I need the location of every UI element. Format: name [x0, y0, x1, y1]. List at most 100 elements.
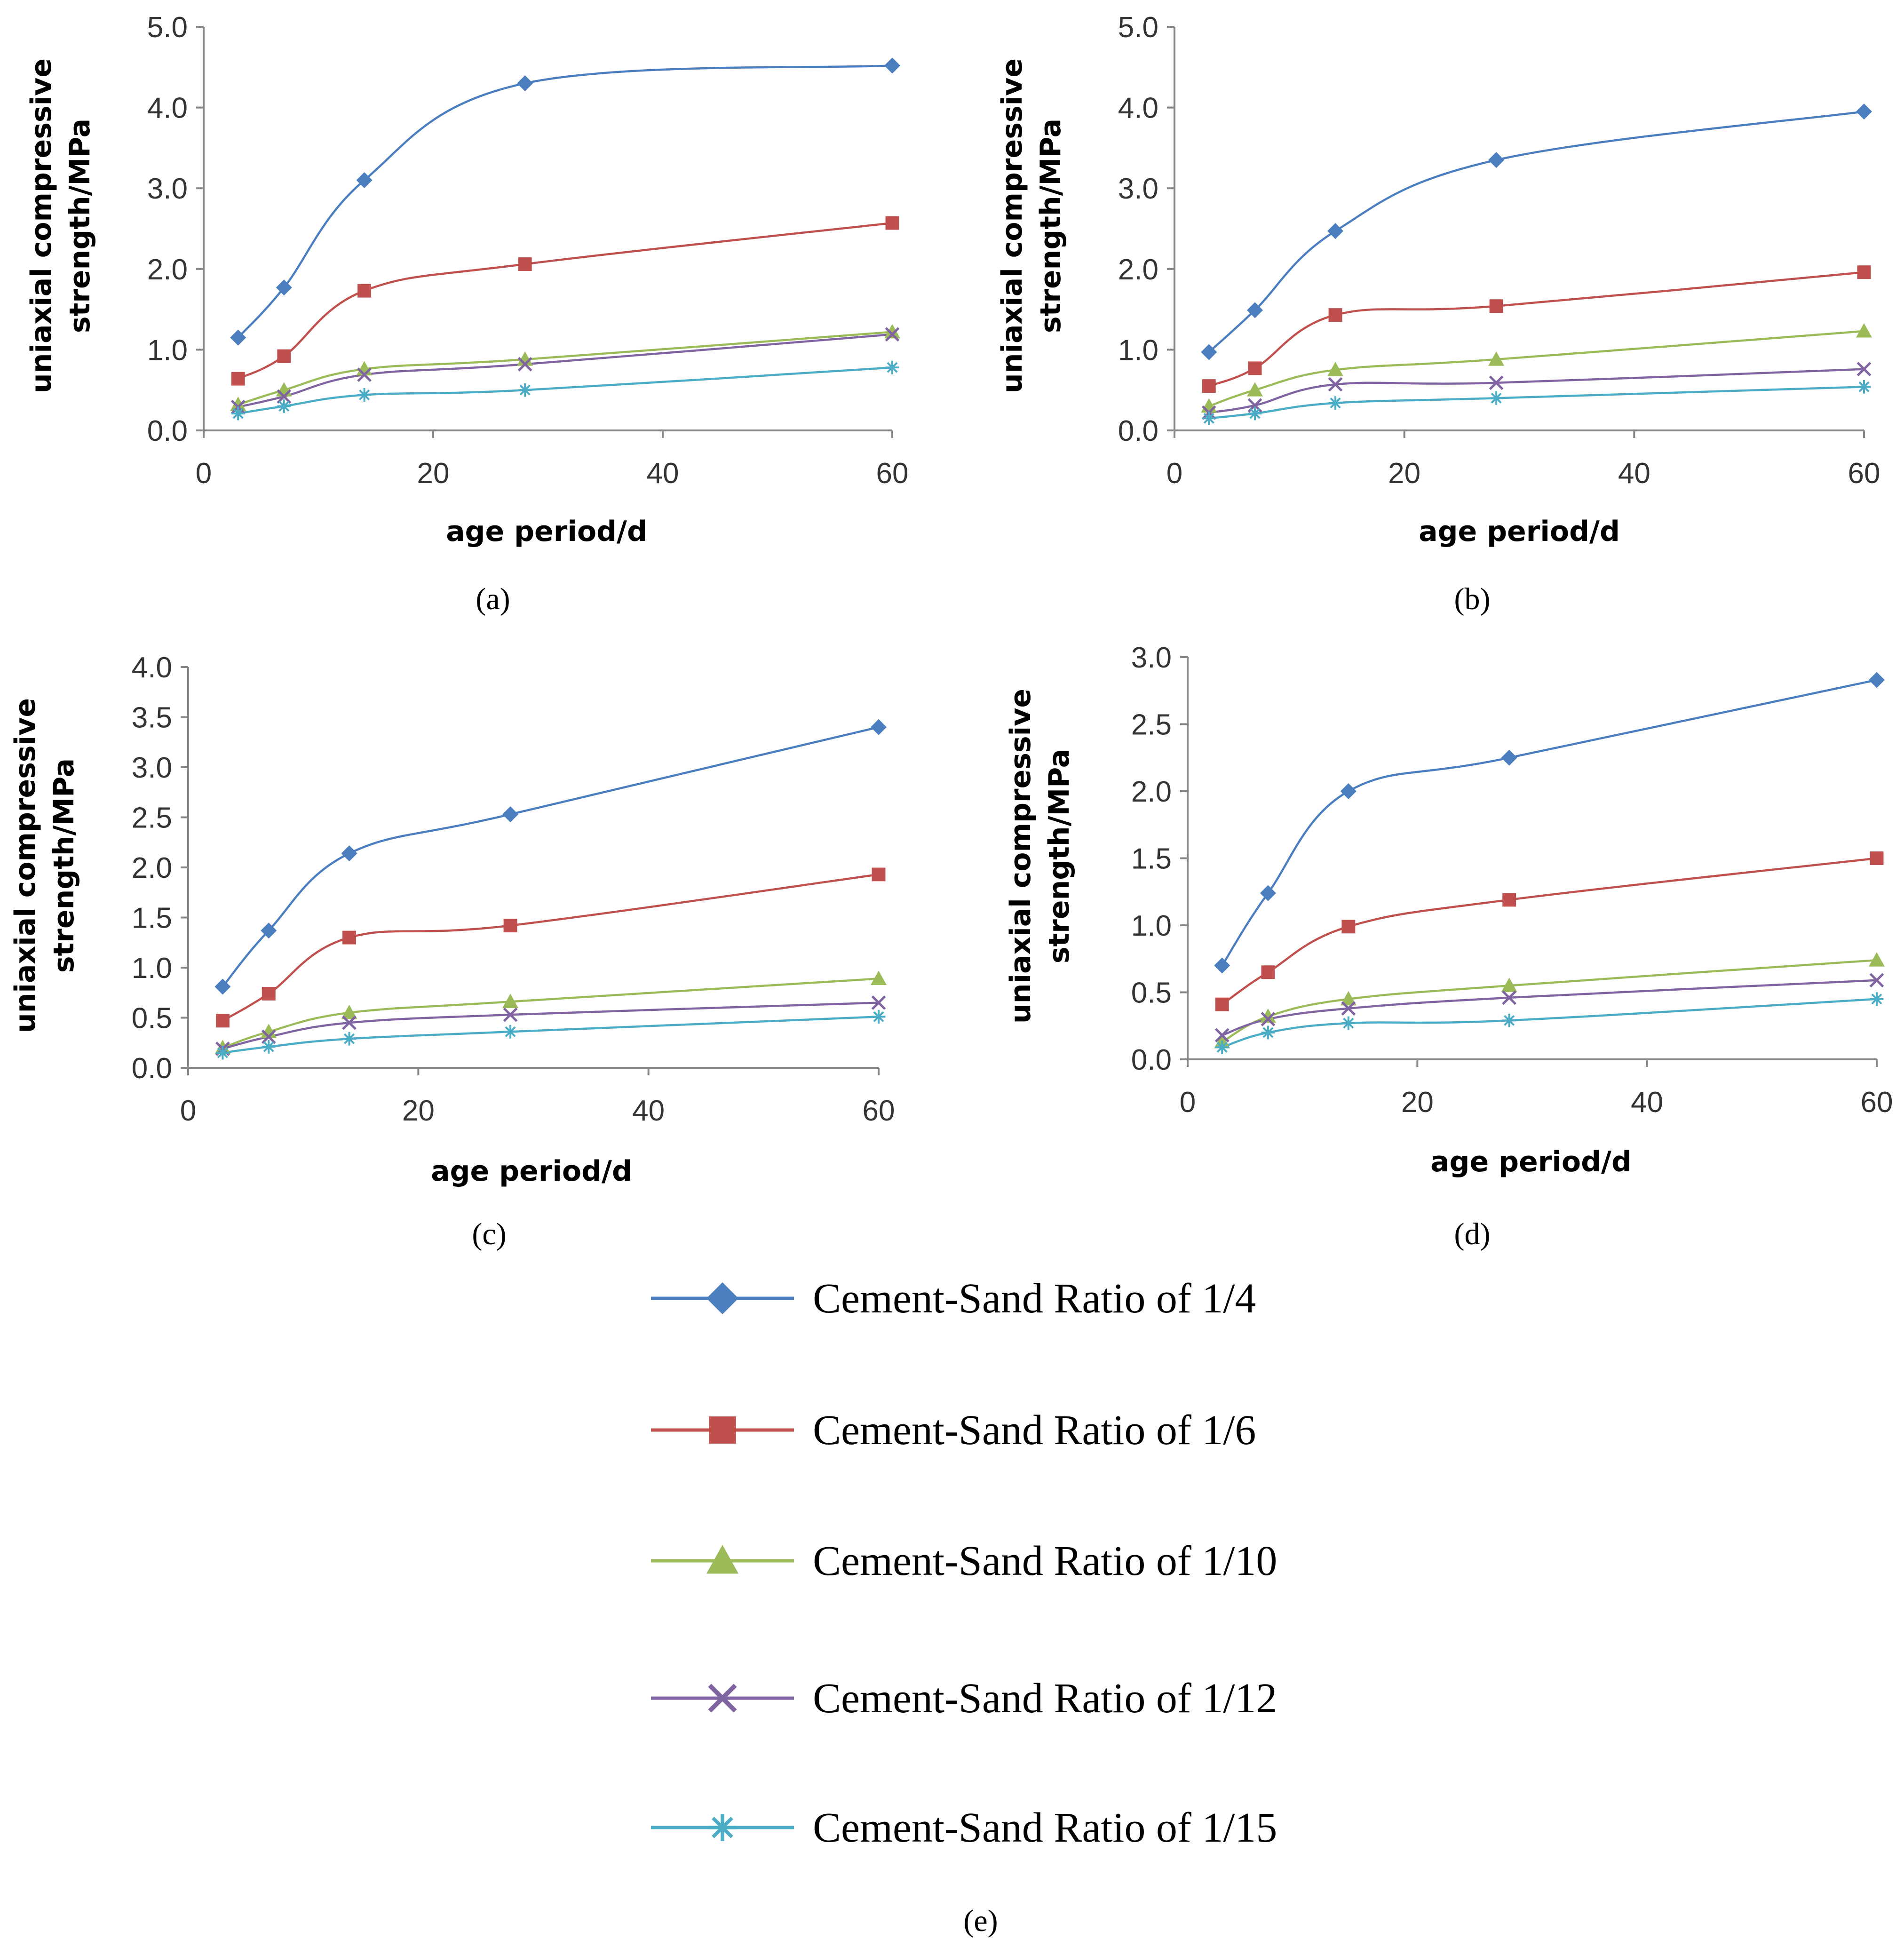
data-point	[1870, 851, 1884, 865]
data-point	[1261, 1025, 1275, 1040]
y-tick-label: 2.0	[1131, 776, 1172, 808]
data-point	[517, 357, 532, 372]
data-point	[1248, 361, 1262, 375]
y-tick-label: 2.0	[132, 852, 172, 884]
x-tick-label: 60	[863, 1095, 895, 1127]
data-point	[1201, 344, 1217, 360]
x-tick-label: 20	[402, 1095, 435, 1127]
data-point	[1340, 783, 1357, 799]
y-tick-label: 1.0	[1131, 910, 1172, 942]
data-point	[884, 57, 900, 74]
legend-item: Cement-Sand Ratio of 1/12	[651, 1675, 1277, 1722]
data-point	[884, 324, 900, 339]
data-point	[1260, 1008, 1276, 1023]
data-point	[518, 383, 532, 397]
data-point	[885, 327, 900, 342]
y-tick-label: 2.5	[132, 802, 172, 834]
x-tick-label: 20	[1388, 457, 1420, 490]
data-point	[1501, 749, 1517, 766]
data-point	[1870, 992, 1884, 1006]
legend-marker	[708, 1684, 737, 1713]
y-tick-label: 0.5	[1131, 977, 1172, 1009]
data-point	[261, 1024, 277, 1038]
y-tick-label: 3.0	[132, 752, 172, 784]
legend-item: Cement-Sand Ratio of 1/4	[651, 1275, 1256, 1322]
y-tick-label: 3.0	[147, 173, 188, 205]
y-tick-label: 0.5	[132, 1002, 172, 1035]
y-tick-label: 0.0	[1118, 415, 1158, 447]
data-point	[1489, 391, 1503, 405]
data-point	[1488, 351, 1505, 366]
data-point	[872, 1009, 886, 1024]
data-point	[1869, 672, 1885, 688]
data-point	[1502, 990, 1517, 1005]
ylabel-line-1: uniaxial compressive	[1004, 689, 1037, 1024]
panel-label: (c)	[472, 1217, 506, 1251]
data-point	[357, 284, 372, 298]
data-point	[502, 806, 519, 823]
data-point	[356, 172, 373, 189]
data-point	[1856, 323, 1872, 338]
y-tick-label: 0.0	[132, 1052, 172, 1085]
data-point	[1857, 265, 1871, 279]
data-point	[1247, 382, 1263, 397]
data-point	[1341, 1016, 1356, 1030]
data-point	[230, 329, 246, 346]
data-point	[357, 367, 372, 382]
xlabel: age period/d	[1430, 1145, 1632, 1178]
y-tick-label: 5.0	[147, 11, 188, 44]
data-point	[1502, 893, 1516, 907]
data-point	[1328, 377, 1343, 392]
data-point	[1214, 957, 1230, 974]
data-point	[1202, 411, 1216, 425]
data-point	[1856, 362, 1872, 376]
x-tick-label: 40	[1618, 457, 1650, 490]
data-point	[871, 970, 887, 985]
legend: Cement-Sand Ratio of 1/4 Cement-Sand Rati…	[651, 1275, 1277, 1938]
data-point	[231, 372, 245, 386]
y-tick-label: 1.5	[1131, 843, 1172, 875]
data-point	[517, 351, 533, 366]
y-tick-label: 0.0	[147, 415, 188, 447]
y-tick-label: 2.0	[147, 254, 188, 286]
y-tick-label: 3.0	[1118, 173, 1158, 205]
xlabel: age period/d	[1419, 515, 1620, 548]
chart-panel-d: 0.0 0.5 1.0 1.5 2.0 2.5 3.0 0 20 40 60 uniaxial co…	[1004, 642, 1893, 1251]
data-point	[517, 75, 533, 92]
x-tick-label: 0	[1180, 1086, 1196, 1119]
data-point	[1489, 375, 1504, 390]
data-point	[1502, 1013, 1516, 1027]
legend-marker	[709, 1814, 736, 1841]
xlabel: age period/d	[446, 515, 647, 548]
data-point	[277, 349, 291, 363]
legend-label: Cement-Sand Ratio of 1/10	[813, 1538, 1277, 1584]
data-point	[262, 1040, 276, 1054]
data-point	[1215, 997, 1229, 1011]
data-point	[1488, 152, 1505, 168]
data-point	[1341, 1001, 1356, 1016]
x-tick-label: 60	[1861, 1086, 1893, 1119]
y-tick-label: 4.0	[147, 92, 188, 125]
ylabel-line-2: strength/MPa	[63, 119, 96, 333]
data-point	[1857, 380, 1871, 394]
legend-item: Cement-Sand Ratio of 1/10	[651, 1538, 1277, 1584]
data-point	[342, 1015, 357, 1030]
y-tick-label: 1.0	[1118, 334, 1158, 366]
y-tick-label: 2.5	[1131, 709, 1172, 741]
panel-label: (d)	[1454, 1217, 1491, 1251]
data-point	[342, 1032, 356, 1046]
legend-item: Cement-Sand Ratio of 1/15	[651, 1804, 1277, 1851]
data-point	[277, 399, 291, 413]
data-point	[1501, 977, 1517, 992]
x-tick-label: 60	[1848, 457, 1880, 490]
data-point	[502, 993, 519, 1009]
x-tick-label: 0	[196, 457, 212, 490]
y-tick-label: 4.0	[1118, 92, 1158, 125]
ylabel-line-2: strength/MPa	[48, 758, 80, 973]
data-point	[503, 1025, 517, 1039]
data-point	[1202, 379, 1216, 393]
x-tick-label: 0	[180, 1095, 196, 1127]
chart-panel-a: 0.0 1.0 2.0 3.0 4.0 5.0 0 20 40 60 uniaxial compr…	[25, 11, 908, 616]
legend-label: Cement-Sand Ratio of 1/12	[813, 1675, 1277, 1722]
